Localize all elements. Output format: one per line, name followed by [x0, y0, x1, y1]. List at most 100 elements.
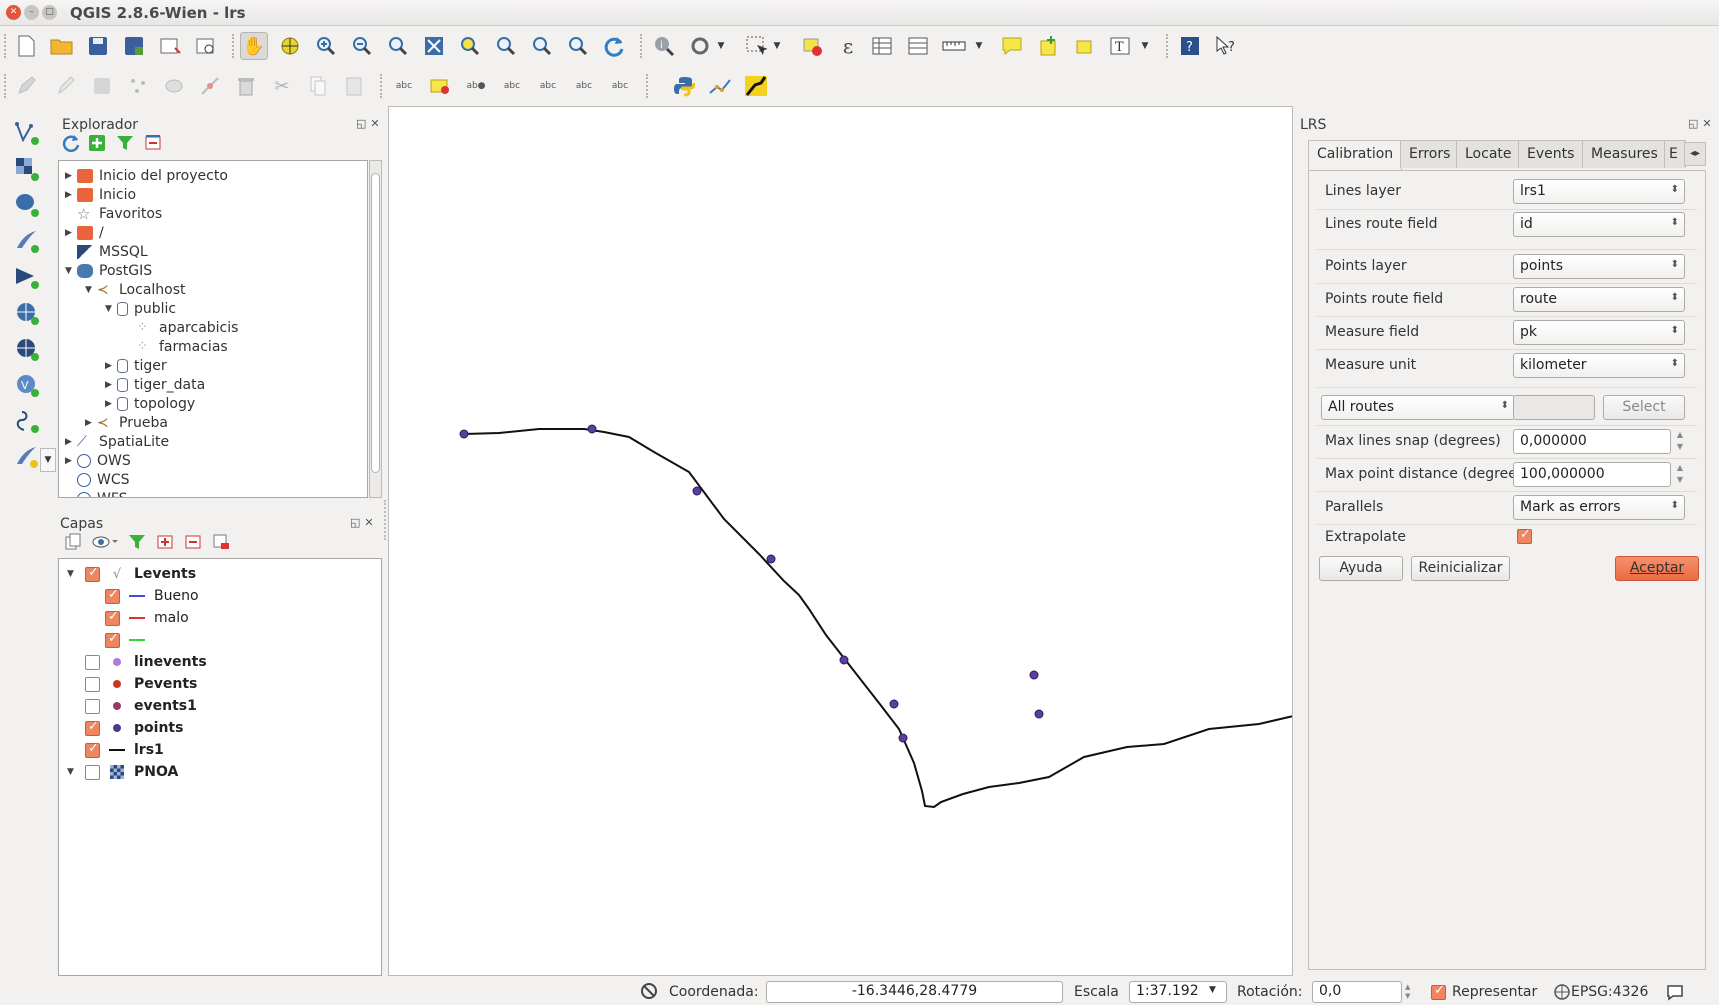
browser-item[interactable]: ▶ Inicio del proyecto: [65, 166, 228, 185]
browser-item[interactable]: ▶ ⟋ SpatiaLite: [65, 432, 169, 451]
expanded-arrow-icon[interactable]: ▼: [67, 767, 74, 777]
collapsed-arrow-icon[interactable]: ▶: [105, 398, 112, 409]
collapse-layers-icon[interactable]: [184, 533, 202, 555]
filter-legend-icon[interactable]: [128, 533, 146, 555]
spin-arrows-icon[interactable]: ▲ ▼: [1405, 983, 1411, 1000]
points-layer-select[interactable]: points: [1513, 254, 1685, 279]
collapsed-arrow-icon[interactable]: ▶: [105, 360, 112, 371]
zoom-full-icon[interactable]: [420, 32, 448, 60]
toolbar-grip[interactable]: [4, 34, 8, 58]
add-feature-icon[interactable]: [124, 72, 152, 100]
routes-list-input[interactable]: [1513, 395, 1595, 420]
deselect-all-icon[interactable]: [798, 32, 826, 60]
window-maximize-button[interactable]: □: [42, 5, 57, 20]
add-spatialite-layer-icon[interactable]: [12, 226, 42, 256]
browser-item[interactable]: ▶ tiger: [105, 356, 167, 375]
scrollbar-thumb[interactable]: [371, 173, 380, 473]
delete-selected-icon[interactable]: [232, 72, 260, 100]
legend-class-item[interactable]: malo: [87, 607, 189, 629]
browser-item[interactable]: ▶ /: [65, 223, 104, 242]
collapsed-arrow-icon[interactable]: ▶: [65, 227, 72, 238]
tab-events[interactable]: Events: [1518, 140, 1584, 168]
open-project-icon[interactable]: [48, 32, 76, 60]
toggle-editing-icon[interactable]: [52, 72, 80, 100]
change-label-icon[interactable]: abc: [611, 81, 629, 91]
add-mssql-layer-icon[interactable]: [12, 262, 42, 292]
new-bookmark-icon[interactable]: [1034, 32, 1062, 60]
layer-item[interactable]: ▼ √ Levents: [67, 563, 196, 585]
collapse-all-icon[interactable]: [144, 134, 162, 156]
lines-layer-select[interactable]: lrs1: [1513, 179, 1685, 204]
expanded-arrow-icon[interactable]: ▼: [65, 265, 72, 276]
browser-item[interactable]: WFS: [65, 489, 128, 497]
python-console-icon[interactable]: [670, 72, 698, 100]
tab-locate[interactable]: Locate: [1456, 140, 1521, 168]
move-feature-icon[interactable]: [160, 72, 188, 100]
lrs-plugin-icon[interactable]: [706, 72, 734, 100]
add-selected-layers-icon[interactable]: [88, 134, 106, 156]
calibration-point[interactable]: [898, 733, 908, 743]
layer-visibility-checkbox[interactable]: [85, 719, 100, 736]
calibration-point[interactable]: [889, 699, 899, 709]
browser-item[interactable]: ⁘ aparcabicis: [125, 318, 238, 337]
chevron-right-icon[interactable]: ▸: [1695, 148, 1701, 159]
browser-item[interactable]: ▼ PostGIS: [65, 261, 152, 280]
chevron-down-icon[interactable]: ▼: [1141, 41, 1149, 51]
scale-combo[interactable]: 1:37.192: [1129, 981, 1227, 1003]
pin-labels-icon[interactable]: ab●: [466, 81, 486, 91]
tab-scroll-arrows[interactable]: ◂▸: [1684, 142, 1706, 166]
max-lines-snap-input[interactable]: 0,000000: [1513, 429, 1671, 454]
panel-splitter[interactable]: [384, 500, 387, 540]
route-line[interactable]: [463, 428, 1420, 809]
reset-button[interactable]: Reinicializar: [1411, 556, 1510, 581]
float-panel-icon[interactable]: ◱: [356, 117, 371, 130]
layer-labeling-icon[interactable]: [426, 72, 454, 100]
chevron-down-icon[interactable]: ▼: [717, 41, 725, 51]
select-features-icon[interactable]: [742, 32, 770, 60]
layer-item[interactable]: Pevents: [67, 673, 197, 695]
save-project-icon[interactable]: [84, 32, 112, 60]
expand-all-icon[interactable]: [64, 533, 82, 555]
calibration-point[interactable]: [839, 655, 849, 665]
toolbar-grip[interactable]: [640, 34, 644, 58]
copy-features-icon[interactable]: [304, 72, 332, 100]
rotation-input[interactable]: 0,0: [1312, 981, 1402, 1003]
tab-measures[interactable]: Measures: [1582, 140, 1667, 168]
rotate-label-icon[interactable]: abc: [575, 81, 593, 91]
toolbar-grip[interactable]: [646, 74, 650, 98]
spin-arrows-icon[interactable]: ▲ ▼: [1676, 430, 1684, 451]
whats-this-icon[interactable]: ?: [1212, 32, 1240, 60]
add-wfs-layer-icon[interactable]: V: [12, 370, 42, 400]
chevron-down-icon[interactable]: ▼: [975, 41, 983, 51]
render-checkbox[interactable]: [1431, 983, 1446, 1000]
select-routes-button[interactable]: Select: [1603, 395, 1685, 420]
layer-visibility-checkbox[interactable]: [85, 698, 100, 714]
help-button[interactable]: Ayuda: [1319, 556, 1403, 581]
measure-field-select[interactable]: pk: [1513, 320, 1685, 345]
help-contents-icon[interactable]: ?: [1176, 32, 1204, 60]
add-postgis-layer-icon[interactable]: [12, 190, 42, 220]
calibration-point[interactable]: [459, 429, 469, 439]
chevron-down-icon[interactable]: ▼: [1209, 985, 1216, 995]
chevron-left-icon[interactable]: ◂: [1689, 148, 1695, 159]
zoom-native-icon[interactable]: [384, 32, 412, 60]
remove-layer-icon[interactable]: [212, 533, 230, 555]
new-shapefile-layer-icon[interactable]: [12, 442, 42, 472]
zoom-in-icon[interactable]: [312, 32, 340, 60]
road-graph-icon[interactable]: [742, 72, 770, 100]
browser-tree[interactable]: ▶ Inicio del proyecto ▶ Inicio ☆ Favoritos ▶ / M…: [58, 160, 368, 498]
current-edits-icon[interactable]: [12, 72, 40, 100]
add-raster-layer-icon[interactable]: [12, 154, 42, 184]
move-label-icon[interactable]: abc: [539, 81, 557, 91]
expanded-arrow-icon[interactable]: ▼: [67, 569, 74, 579]
calibration-point[interactable]: [766, 554, 776, 564]
extrapolate-checkbox[interactable]: [1517, 527, 1532, 544]
browser-item[interactable]: ▶ tiger_data: [105, 375, 205, 394]
new-project-icon[interactable]: [12, 32, 40, 60]
map-canvas[interactable]: [388, 106, 1420, 976]
zoom-out-icon[interactable]: [348, 32, 376, 60]
spin-arrows-icon[interactable]: ▲ ▼: [1676, 463, 1684, 484]
browser-item[interactable]: ▶ ≺ Prueba: [85, 413, 168, 432]
coordinate-field[interactable]: -16.3446,28.4779: [766, 981, 1063, 1003]
layer-visibility-checkbox[interactable]: [85, 676, 100, 692]
